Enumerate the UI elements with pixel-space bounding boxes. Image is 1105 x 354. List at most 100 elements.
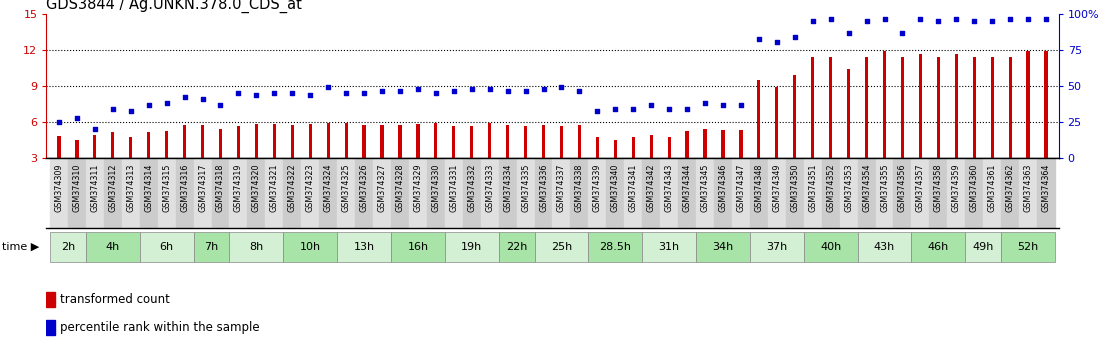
Text: 31h: 31h [659, 242, 680, 252]
Text: GSM374312: GSM374312 [108, 163, 117, 212]
Bar [86, 158, 104, 228]
Text: GSM374317: GSM374317 [198, 163, 207, 212]
Text: 52h: 52h [1018, 242, 1039, 252]
Bar [380, 125, 383, 158]
Text: GSM374310: GSM374310 [73, 163, 82, 212]
Bar [786, 158, 803, 228]
Bar [768, 158, 786, 228]
Bar [158, 158, 176, 228]
Text: GSM374341: GSM374341 [629, 163, 638, 212]
Text: GSM374318: GSM374318 [215, 163, 225, 212]
Bar [966, 158, 983, 228]
Bar [67, 158, 86, 228]
Bar [901, 57, 904, 158]
Bar [848, 69, 850, 158]
Point [50, 119, 67, 125]
Point [463, 87, 481, 92]
Point [929, 18, 947, 24]
Text: GSM374355: GSM374355 [880, 163, 890, 212]
Bar [560, 126, 564, 158]
Text: GSM374360: GSM374360 [970, 163, 979, 212]
Bar [912, 158, 929, 228]
Bar [427, 158, 445, 228]
Bar [937, 57, 940, 158]
Text: GSM374309: GSM374309 [54, 163, 63, 212]
Point [947, 16, 965, 22]
Bar [650, 135, 653, 158]
Point [696, 100, 714, 105]
FancyBboxPatch shape [588, 233, 642, 262]
Text: GSM374351: GSM374351 [808, 163, 818, 212]
Text: GSM374364: GSM374364 [1042, 163, 1051, 212]
Bar [75, 139, 78, 158]
FancyBboxPatch shape [750, 233, 803, 262]
Point [642, 102, 660, 108]
Text: GSM374322: GSM374322 [287, 163, 297, 212]
Text: GSM374320: GSM374320 [252, 163, 261, 212]
Bar [685, 131, 688, 158]
Bar [327, 123, 329, 158]
Bar [46, 292, 55, 307]
Text: GSM374337: GSM374337 [557, 163, 566, 212]
Text: 37h: 37h [766, 242, 788, 252]
Bar [918, 53, 922, 158]
Text: 49h: 49h [972, 242, 993, 252]
Bar [319, 158, 337, 228]
Bar [803, 158, 822, 228]
Point [230, 90, 248, 96]
Bar [129, 137, 133, 158]
Bar [398, 125, 401, 158]
Bar [678, 158, 696, 228]
Text: GSM374361: GSM374361 [988, 163, 997, 212]
Point [265, 90, 283, 96]
Text: GSM374327: GSM374327 [378, 163, 387, 212]
Bar [498, 158, 517, 228]
Bar [409, 158, 427, 228]
Bar [732, 158, 750, 228]
Bar [236, 126, 240, 158]
FancyBboxPatch shape [966, 233, 1001, 262]
Bar [255, 124, 257, 158]
Text: 19h: 19h [461, 242, 483, 252]
Text: GSM374359: GSM374359 [951, 163, 960, 212]
Text: GSM374314: GSM374314 [145, 163, 154, 212]
Bar [588, 158, 607, 228]
Bar [417, 124, 420, 158]
Bar [704, 129, 707, 158]
Text: GSM374339: GSM374339 [593, 163, 602, 212]
Text: 46h: 46h [928, 242, 949, 252]
Text: transformed count: transformed count [60, 293, 169, 306]
Text: GSM374324: GSM374324 [324, 163, 333, 212]
FancyBboxPatch shape [283, 233, 337, 262]
Bar [373, 158, 391, 228]
Point [894, 30, 912, 36]
Text: 34h: 34h [713, 242, 734, 252]
Bar [211, 158, 230, 228]
Text: GSM374311: GSM374311 [91, 163, 99, 212]
Bar [613, 139, 617, 158]
Bar [248, 158, 265, 228]
Point [803, 18, 821, 24]
Point [535, 87, 552, 92]
Bar [50, 158, 67, 228]
Bar [1001, 158, 1019, 228]
Bar [1044, 51, 1048, 158]
Text: GSM374315: GSM374315 [162, 163, 171, 212]
Bar [972, 57, 976, 158]
Text: 43h: 43h [874, 242, 895, 252]
Point [176, 94, 193, 99]
Text: GSM374350: GSM374350 [790, 163, 799, 212]
Text: 16h: 16h [408, 242, 429, 252]
FancyBboxPatch shape [337, 233, 391, 262]
Text: GSM374325: GSM374325 [341, 163, 350, 212]
FancyBboxPatch shape [1001, 233, 1055, 262]
Bar [578, 125, 581, 158]
Bar [517, 158, 535, 228]
Point [678, 106, 696, 112]
Point [481, 87, 498, 92]
Text: GSM374345: GSM374345 [701, 163, 709, 212]
Point [409, 87, 427, 92]
Bar [434, 123, 438, 158]
Point [570, 88, 588, 93]
Bar [1009, 57, 1012, 158]
